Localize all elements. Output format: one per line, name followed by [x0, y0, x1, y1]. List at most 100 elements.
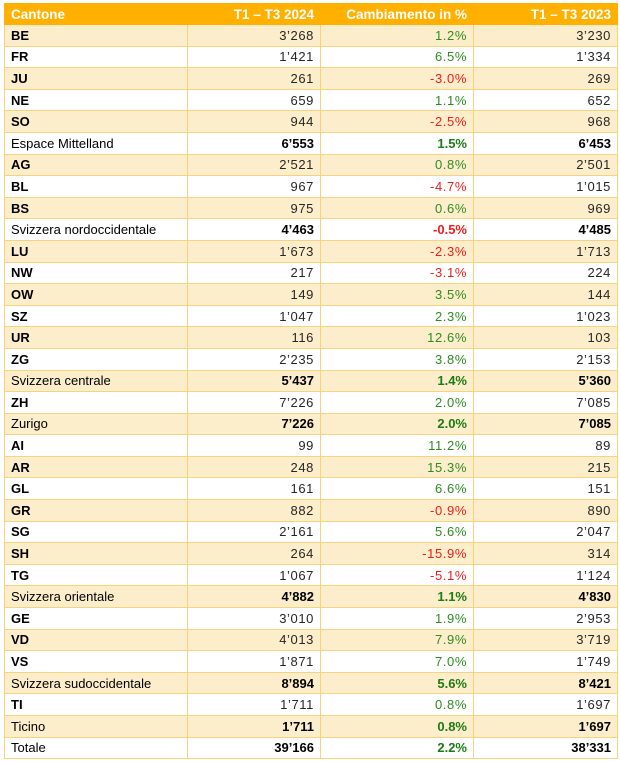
cell-cantone: ZG [4, 347, 188, 371]
cell-change-percent: 6.5% [320, 45, 474, 69]
cell-cantone: Svizzera orientale [4, 585, 188, 609]
cell-change-percent: 0.6% [320, 196, 474, 220]
table-row-subtotal: Totale 39’166 2.2% 38’331 [4, 736, 618, 760]
table-row: BS 975 0.6% 969 [4, 196, 618, 220]
cell-t1-t3-2023: 1’023 [473, 304, 618, 328]
cell-cantone: Ticino [4, 715, 188, 738]
cell-cantone: LU [4, 239, 188, 263]
table-row-subtotal: Svizzera orientale 4’882 1.1% 4’830 [4, 585, 618, 609]
cell-t1-t3-2024: 7’226 [187, 412, 321, 436]
cell-t1-t3-2024: 6’553 [187, 131, 321, 155]
cell-t1-t3-2024: 217 [187, 261, 321, 285]
cell-change-percent: 0.8% [320, 715, 474, 738]
table-row: GR 882 -0.9% 890 [4, 499, 618, 522]
cell-t1-t3-2023: 1’713 [473, 239, 618, 263]
cell-change-percent: -0.9% [320, 499, 474, 522]
cell-cantone: OW [4, 283, 188, 306]
cell-cantone: UR [4, 326, 188, 349]
cell-t1-t3-2023: 4’830 [473, 585, 618, 609]
cell-cantone: NW [4, 261, 188, 285]
cell-t1-t3-2023: 144 [473, 283, 618, 306]
cell-change-percent: -5.1% [320, 563, 474, 587]
cell-t1-t3-2023: 969 [473, 196, 618, 220]
cell-t1-t3-2024: 264 [187, 542, 321, 565]
header-cantone: Cantone [4, 3, 188, 25]
cell-change-percent: 2.3% [320, 304, 474, 328]
cell-t1-t3-2024: 1’711 [187, 715, 321, 738]
table-body: BE 3’268 1.2% 3’230 FR 1’421 6.5% 1’334 JU 261 -3.… [4, 24, 618, 760]
cell-cantone: Zurigo [4, 412, 188, 436]
cell-t1-t3-2024: 3’010 [187, 607, 321, 630]
table-row-subtotal: Espace Mittelland 6’553 1.5% 6’453 [4, 131, 618, 155]
cell-cantone: SO [4, 110, 188, 133]
table-row: VS 1’871 7.0% 1’749 [4, 650, 618, 673]
cell-t1-t3-2024: 2’235 [187, 347, 321, 371]
cell-t1-t3-2023: 3’719 [473, 628, 618, 652]
cell-change-percent: 2.2% [320, 736, 474, 760]
cell-change-percent: 7.9% [320, 628, 474, 652]
table-container: Cantone T1 – T3 2024 Cambiamento in % T1… [4, 3, 618, 760]
cell-cantone: SH [4, 542, 188, 565]
table-row: ZG 2’235 3.8% 2’153 [4, 347, 618, 371]
cell-t1-t3-2024: 1’421 [187, 45, 321, 69]
cell-t1-t3-2023: 38’331 [473, 736, 618, 760]
cell-t1-t3-2024: 944 [187, 110, 321, 133]
cell-t1-t3-2024: 7’226 [187, 391, 321, 414]
cell-t1-t3-2023: 5’360 [473, 369, 618, 393]
cell-change-percent: 7.0% [320, 650, 474, 673]
cell-t1-t3-2023: 3’230 [473, 24, 618, 47]
cell-change-percent: -4.7% [320, 175, 474, 198]
cell-t1-t3-2023: 151 [473, 477, 618, 501]
cell-t1-t3-2023: 652 [473, 88, 618, 112]
cell-t1-t3-2024: 39’166 [187, 736, 321, 760]
cell-change-percent: -3.1% [320, 261, 474, 285]
cell-t1-t3-2023: 2’501 [473, 153, 618, 177]
cell-t1-t3-2023: 4’485 [473, 218, 618, 241]
cell-t1-t3-2023: 1’015 [473, 175, 618, 198]
table-row: OW 149 3.5% 144 [4, 283, 618, 306]
table-row: AR 248 15.3% 215 [4, 455, 618, 479]
cell-t1-t3-2023: 103 [473, 326, 618, 349]
table-row: SG 2’161 5.6% 2’047 [4, 520, 618, 544]
cell-cantone: ZH [4, 391, 188, 414]
cell-cantone: VS [4, 650, 188, 673]
cell-t1-t3-2023: 1’697 [473, 693, 618, 716]
cell-t1-t3-2024: 3’268 [187, 24, 321, 47]
table-row: TG 1’067 -5.1% 1’124 [4, 563, 618, 587]
table-row: AG 2’521 0.8% 2’501 [4, 153, 618, 177]
table-row: SO 944 -2.5% 968 [4, 110, 618, 133]
cell-t1-t3-2024: 1’067 [187, 563, 321, 587]
cell-change-percent: 1.2% [320, 24, 474, 47]
cell-change-percent: 0.8% [320, 153, 474, 177]
cell-change-percent: 1.4% [320, 369, 474, 393]
cell-cantone: AG [4, 153, 188, 177]
table-row: VD 4’013 7.9% 3’719 [4, 628, 618, 652]
table-row: BE 3’268 1.2% 3’230 [4, 24, 618, 47]
cell-change-percent: 1.1% [320, 88, 474, 112]
cell-cantone: GL [4, 477, 188, 501]
cell-change-percent: 0.8% [320, 693, 474, 716]
cell-t1-t3-2023: 2’953 [473, 607, 618, 630]
table-row: LU 1’673 -2.3% 1’713 [4, 239, 618, 263]
cell-change-percent: 1.5% [320, 131, 474, 155]
table-row: SZ 1’047 2.3% 1’023 [4, 304, 618, 328]
cell-t1-t3-2024: 261 [187, 67, 321, 90]
cell-t1-t3-2024: 5’437 [187, 369, 321, 393]
cell-t1-t3-2023: 1’749 [473, 650, 618, 673]
cell-change-percent: 5.6% [320, 520, 474, 544]
cell-cantone: GE [4, 607, 188, 630]
cell-cantone: NE [4, 88, 188, 112]
cell-change-percent: 1.9% [320, 607, 474, 630]
cell-change-percent: 15.3% [320, 455, 474, 479]
cell-cantone: AR [4, 455, 188, 479]
cantons-table: Cantone T1 – T3 2024 Cambiamento in % T1… [4, 3, 618, 760]
cell-change-percent: -2.3% [320, 239, 474, 263]
table-row: SH 264 -15.9% 314 [4, 542, 618, 565]
cell-cantone: AI [4, 434, 188, 457]
cell-change-percent: 12.6% [320, 326, 474, 349]
header-change-percent: Cambiamento in % [320, 3, 474, 25]
cell-t1-t3-2024: 1’673 [187, 239, 321, 263]
cell-change-percent: 2.0% [320, 412, 474, 436]
table-row-subtotal: Svizzera nordoccidentale 4’463 -0.5% 4’485 [4, 218, 618, 241]
cell-cantone: Svizzera centrale [4, 369, 188, 393]
